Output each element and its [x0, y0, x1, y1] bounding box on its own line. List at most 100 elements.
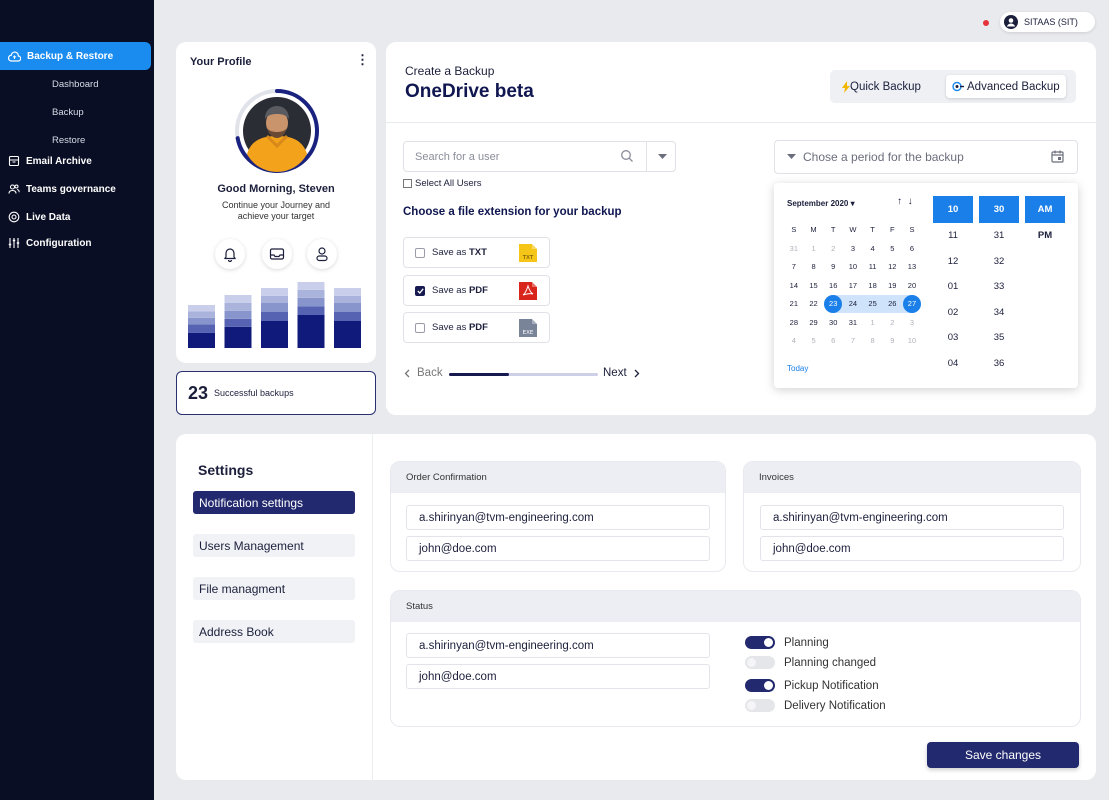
- chevron-down-icon[interactable]: [658, 154, 667, 160]
- tab-address-book[interactable]: Address Book: [193, 620, 355, 643]
- calendar-day[interactable]: 18: [863, 277, 883, 295]
- toggle-switch[interactable]: [745, 656, 775, 669]
- file-extension-option[interactable]: Save as PDF EXE: [403, 312, 550, 343]
- hour-option[interactable]: 03: [947, 332, 959, 344]
- select-all-users[interactable]: Select All Users: [403, 178, 482, 189]
- calendar-day[interactable]: 5: [882, 240, 902, 258]
- calendar-day[interactable]: 3: [902, 314, 922, 332]
- file-extension-option[interactable]: Save as PDF: [403, 275, 550, 306]
- calendar-day[interactable]: 4: [784, 332, 804, 350]
- subnav-backup[interactable]: Backup: [52, 107, 84, 118]
- email-field[interactable]: a.shirinyan@tvm-engineering.com: [760, 505, 1064, 530]
- calendar-day[interactable]: 16: [823, 277, 843, 295]
- search-input[interactable]: [404, 142, 644, 171]
- calendar-day[interactable]: 26: [882, 295, 903, 314]
- subnav-dashboard[interactable]: Dashboard: [52, 79, 99, 90]
- calendar-day[interactable]: 6: [823, 332, 843, 350]
- toggle-switch[interactable]: [745, 679, 775, 692]
- sidebar-item-backup-restore[interactable]: Backup & Restore: [0, 42, 151, 70]
- back-button[interactable]: Back: [403, 367, 443, 379]
- minute-option[interactable]: 36: [993, 357, 1005, 369]
- checkbox[interactable]: [415, 247, 425, 258]
- hour-option[interactable]: 04: [947, 357, 959, 369]
- ampm-option[interactable]: PM: [1037, 230, 1053, 242]
- notification-badge[interactable]: [983, 20, 989, 26]
- calendar-day[interactable]: 20: [902, 277, 922, 295]
- calendar-day[interactable]: 17: [843, 277, 863, 295]
- calendar-day[interactable]: 9: [823, 258, 843, 276]
- select-all-checkbox[interactable]: [403, 179, 412, 188]
- calendar-icon[interactable]: [1051, 150, 1064, 163]
- email-field[interactable]: a.shirinyan@tvm-engineering.com: [406, 505, 710, 530]
- arrow-down-icon[interactable]: ↓: [907, 196, 913, 207]
- search-icon[interactable]: [620, 149, 634, 163]
- calendar-day[interactable]: 10: [843, 258, 863, 276]
- profile-button[interactable]: [307, 239, 337, 269]
- calendar-day[interactable]: 24: [843, 295, 863, 314]
- email-field[interactable]: a.shirinyan@tvm-engineering.com: [406, 633, 710, 658]
- user-menu[interactable]: SITAAS (SIT): [1000, 12, 1095, 32]
- tab-file-management[interactable]: File managment: [193, 577, 355, 600]
- notifications-button[interactable]: [215, 239, 245, 269]
- calendar-day[interactable]: 10: [902, 332, 922, 350]
- calendar-day[interactable]: 19: [882, 277, 902, 295]
- minute-option[interactable]: 31: [993, 230, 1005, 242]
- calendar-day[interactable]: 31: [843, 314, 863, 332]
- sidebar-item-teams-governance[interactable]: Teams governance: [8, 183, 116, 195]
- calendar-day[interactable]: 7: [784, 258, 804, 276]
- minute-option[interactable]: 33: [993, 281, 1005, 293]
- calendar-day[interactable]: 12: [882, 258, 902, 276]
- calendar-day[interactable]: 30: [823, 314, 843, 332]
- calendar-day[interactable]: 23: [823, 295, 844, 314]
- calendar-day[interactable]: 8: [804, 258, 824, 276]
- minute-selected[interactable]: 30: [979, 196, 1019, 223]
- checkbox[interactable]: [415, 285, 425, 296]
- toggle-switch[interactable]: [745, 699, 775, 712]
- calendar-day[interactable]: 2: [882, 314, 902, 332]
- inbox-button[interactable]: [262, 239, 292, 269]
- calendar-day[interactable]: 9: [882, 332, 902, 350]
- calendar-day[interactable]: 1: [804, 240, 824, 258]
- hour-option[interactable]: 01: [947, 281, 959, 293]
- hour-option[interactable]: 12: [947, 255, 959, 267]
- toggle-switch[interactable]: [745, 636, 775, 649]
- calendar-day[interactable]: 28: [784, 314, 804, 332]
- calendar-day[interactable]: 4: [863, 240, 883, 258]
- subnav-restore[interactable]: Restore: [52, 135, 86, 146]
- ampm-selected[interactable]: AM: [1025, 196, 1065, 223]
- calendar-day[interactable]: 1: [863, 314, 883, 332]
- calendar-day[interactable]: 31: [784, 240, 804, 258]
- calendar-day[interactable]: 15: [804, 277, 824, 295]
- calendar-day[interactable]: 11: [863, 258, 883, 276]
- calendar-day[interactable]: 25: [862, 295, 883, 314]
- calendar-day[interactable]: 5: [804, 332, 824, 350]
- email-field[interactable]: john@doe.com: [406, 536, 710, 561]
- email-field[interactable]: john@doe.com: [406, 664, 710, 689]
- more-options-icon[interactable]: ⋮: [356, 52, 369, 67]
- save-button[interactable]: Save changes: [927, 742, 1079, 768]
- calendar-day[interactable]: 14: [784, 277, 804, 295]
- advanced-backup-button[interactable]: Advanced Backup: [946, 75, 1066, 98]
- calendar-day[interactable]: 21: [784, 295, 804, 313]
- sidebar-item-email-archive[interactable]: Email Archive: [8, 155, 92, 167]
- calendar-day[interactable]: 22: [804, 295, 824, 313]
- calendar-month[interactable]: September 2020 ▾: [787, 199, 855, 208]
- calendar-day[interactable]: 29: [804, 314, 824, 332]
- period-select[interactable]: Chose a period for the backup: [774, 140, 1078, 174]
- calendar-day[interactable]: 2: [823, 240, 843, 258]
- tab-notification-settings[interactable]: Notification settings: [193, 491, 355, 514]
- calendar-day[interactable]: 8: [863, 332, 883, 350]
- hour-option[interactable]: 11: [948, 230, 958, 242]
- calendar-day[interactable]: 13: [902, 258, 922, 276]
- email-field[interactable]: john@doe.com: [760, 536, 1064, 561]
- calendar-day[interactable]: 7: [843, 332, 863, 350]
- minute-option[interactable]: 35: [993, 332, 1005, 344]
- minute-option[interactable]: 32: [993, 255, 1005, 267]
- sidebar-item-live-data[interactable]: Live Data: [8, 211, 70, 223]
- calendar-day[interactable]: 6: [902, 240, 922, 258]
- tab-users-management[interactable]: Users Management: [193, 534, 355, 557]
- calendar-day[interactable]: 3: [843, 240, 863, 258]
- arrow-up-icon[interactable]: ↑: [897, 196, 902, 207]
- quick-backup-button[interactable]: Quick Backup: [836, 75, 927, 98]
- next-button[interactable]: Next: [603, 367, 641, 379]
